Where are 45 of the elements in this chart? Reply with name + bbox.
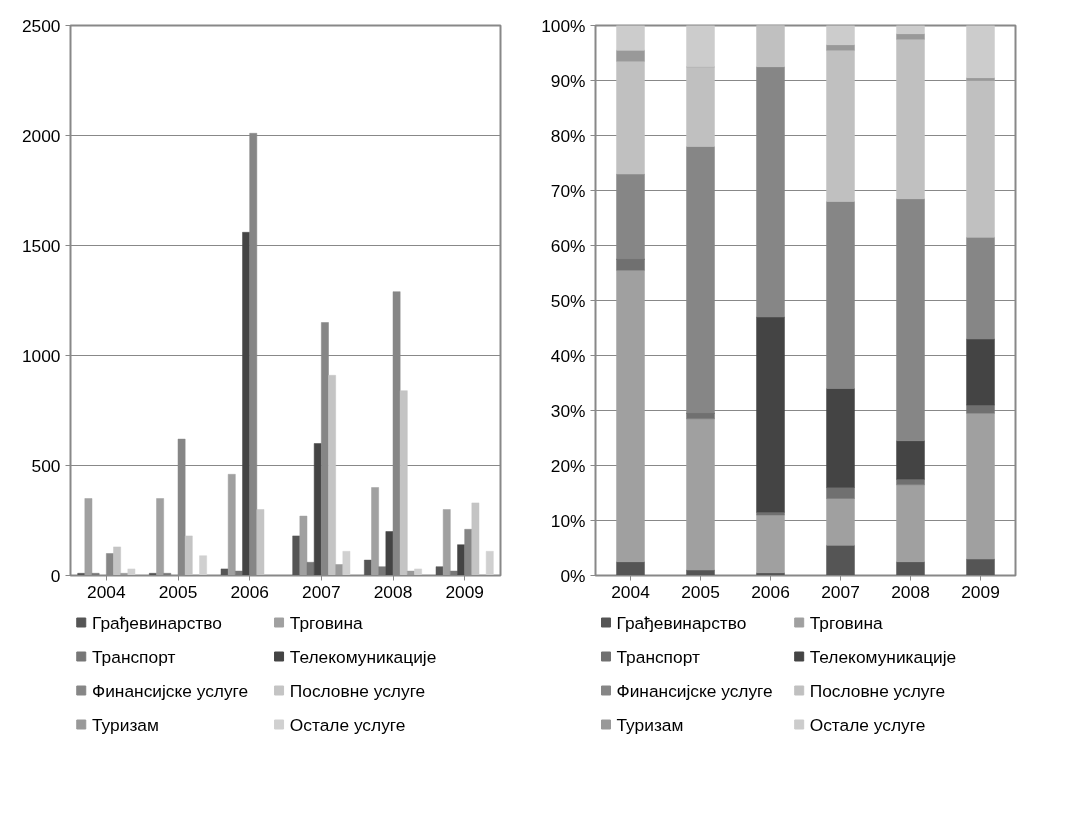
y-tick-label: 1000 [21,345,61,366]
legend-label: Грађевинарство [616,612,747,633]
y-tick-label: 1500 [21,235,61,256]
y-tick-label: 50% [550,290,586,311]
y-tick-label: 0% [560,565,586,586]
x-tick-label: 2008 [891,581,930,602]
legend-label: Финансијске услуге [616,680,773,701]
legend-label: Транспорт [616,646,700,667]
y-tick-label: 100% [541,15,586,36]
legend-label: Пословне услуге [809,680,946,701]
legend-label: Трговина [289,612,364,633]
legend-label: Туризам [616,714,684,735]
x-tick-label: 2007 [302,581,341,602]
x-tick-label: 2008 [373,581,413,602]
y-tick-label: 30% [550,400,586,421]
legend-label: Остале услуге [809,714,926,735]
legend-label: Телекомуникације [809,646,957,667]
y-tick-label: 40% [550,345,586,366]
legend-label: Остале услуге [289,714,406,735]
x-tick-label: 2004 [611,581,651,602]
x-tick-label: 2005 [158,581,198,602]
legend-label: Трговина [809,612,883,633]
x-tick-label: 2009 [961,581,1000,602]
y-tick-label: 2500 [21,15,61,36]
y-tick-label: 10% [550,510,586,531]
y-tick-label: 2000 [21,125,61,146]
legend-label: Телекомуникације [289,646,437,667]
y-tick-label: 80% [550,125,586,146]
legend-label: Туризам [92,714,159,735]
x-tick-label: 2004 [87,581,126,602]
y-tick-label: 500 [31,455,61,476]
legend-label: Транспорт [92,646,176,667]
y-tick-label: 70% [550,180,586,201]
y-tick-label: 20% [550,455,586,476]
legend-label: Финансијске услуге [92,680,249,701]
y-tick-label: 60% [550,235,586,256]
legend-label: Пословне услуге [289,680,426,701]
x-tick-label: 2005 [681,581,720,602]
x-tick-label: 2009 [445,581,484,602]
y-tick-label: 90% [550,70,586,91]
x-tick-label: 2006 [751,581,790,602]
legend-label: Грађевинарство [92,612,222,633]
x-tick-label: 2006 [230,581,269,602]
y-tick-label: 0 [50,565,61,586]
x-tick-label: 2007 [821,581,860,602]
